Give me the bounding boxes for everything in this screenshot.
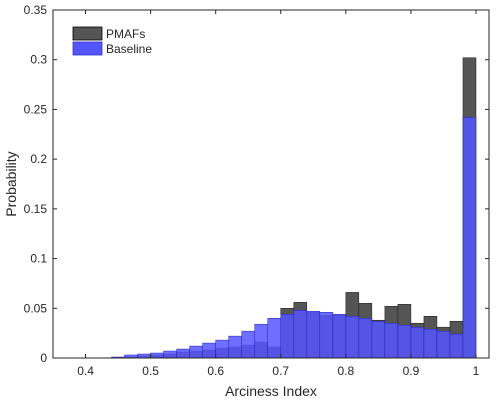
baseline-bar xyxy=(203,343,216,358)
baseline-bar xyxy=(229,336,242,358)
baseline-bar xyxy=(190,346,203,358)
legend-label-pmafs: PMAFs xyxy=(106,27,145,41)
x-tick-label: 0.9 xyxy=(403,364,420,378)
baseline-bar xyxy=(372,321,385,358)
baseline-bar xyxy=(138,354,151,358)
baseline-bar xyxy=(151,353,164,358)
baseline-bar xyxy=(437,331,450,358)
x-tick-label: 0.4 xyxy=(77,364,94,378)
y-tick-label: 0.25 xyxy=(24,102,48,116)
x-tick-label: 0.8 xyxy=(337,364,354,378)
baseline-bar xyxy=(268,318,281,358)
y-tick-label: 0 xyxy=(40,351,47,365)
baseline-bar xyxy=(411,327,424,358)
y-tick-label: 0.15 xyxy=(24,202,48,216)
y-tick-label: 0.3 xyxy=(30,53,47,67)
y-tick-label: 0.35 xyxy=(24,3,48,17)
y-tick-label: 0.05 xyxy=(24,301,48,315)
baseline-bar xyxy=(398,325,411,358)
y-axis-label: Probability xyxy=(3,151,19,216)
baseline-bar xyxy=(320,312,333,358)
baseline-bar xyxy=(307,311,320,358)
baseline-bar xyxy=(255,324,268,358)
baseline-bar xyxy=(177,349,190,358)
plot-area xyxy=(53,10,489,358)
legend-label-baseline: Baseline xyxy=(106,42,152,56)
baseline-bar xyxy=(216,340,229,358)
baseline-bar xyxy=(281,314,294,358)
baseline-bar xyxy=(463,117,476,358)
baseline-bar xyxy=(359,318,372,358)
baseline-bar xyxy=(346,316,359,358)
baseline-bar xyxy=(424,329,437,358)
baseline-bar xyxy=(450,334,463,358)
x-tick-label: 0.6 xyxy=(207,364,224,378)
baseline-bar xyxy=(294,310,307,358)
y-tick-label: 0.1 xyxy=(30,252,47,266)
x-tick-label: 0.7 xyxy=(272,364,289,378)
baseline-bar xyxy=(333,314,346,358)
baseline-bar xyxy=(164,351,177,358)
legend-swatch-pmafs xyxy=(73,27,102,40)
x-axis-label: Arciness Index xyxy=(225,383,317,399)
y-tick-label: 0.2 xyxy=(30,152,47,166)
x-tick-label: 1 xyxy=(473,364,480,378)
baseline-bar xyxy=(385,323,398,358)
x-tick-label: 0.5 xyxy=(142,364,159,378)
baseline-bar xyxy=(242,331,255,358)
legend-swatch-baseline xyxy=(73,42,102,55)
